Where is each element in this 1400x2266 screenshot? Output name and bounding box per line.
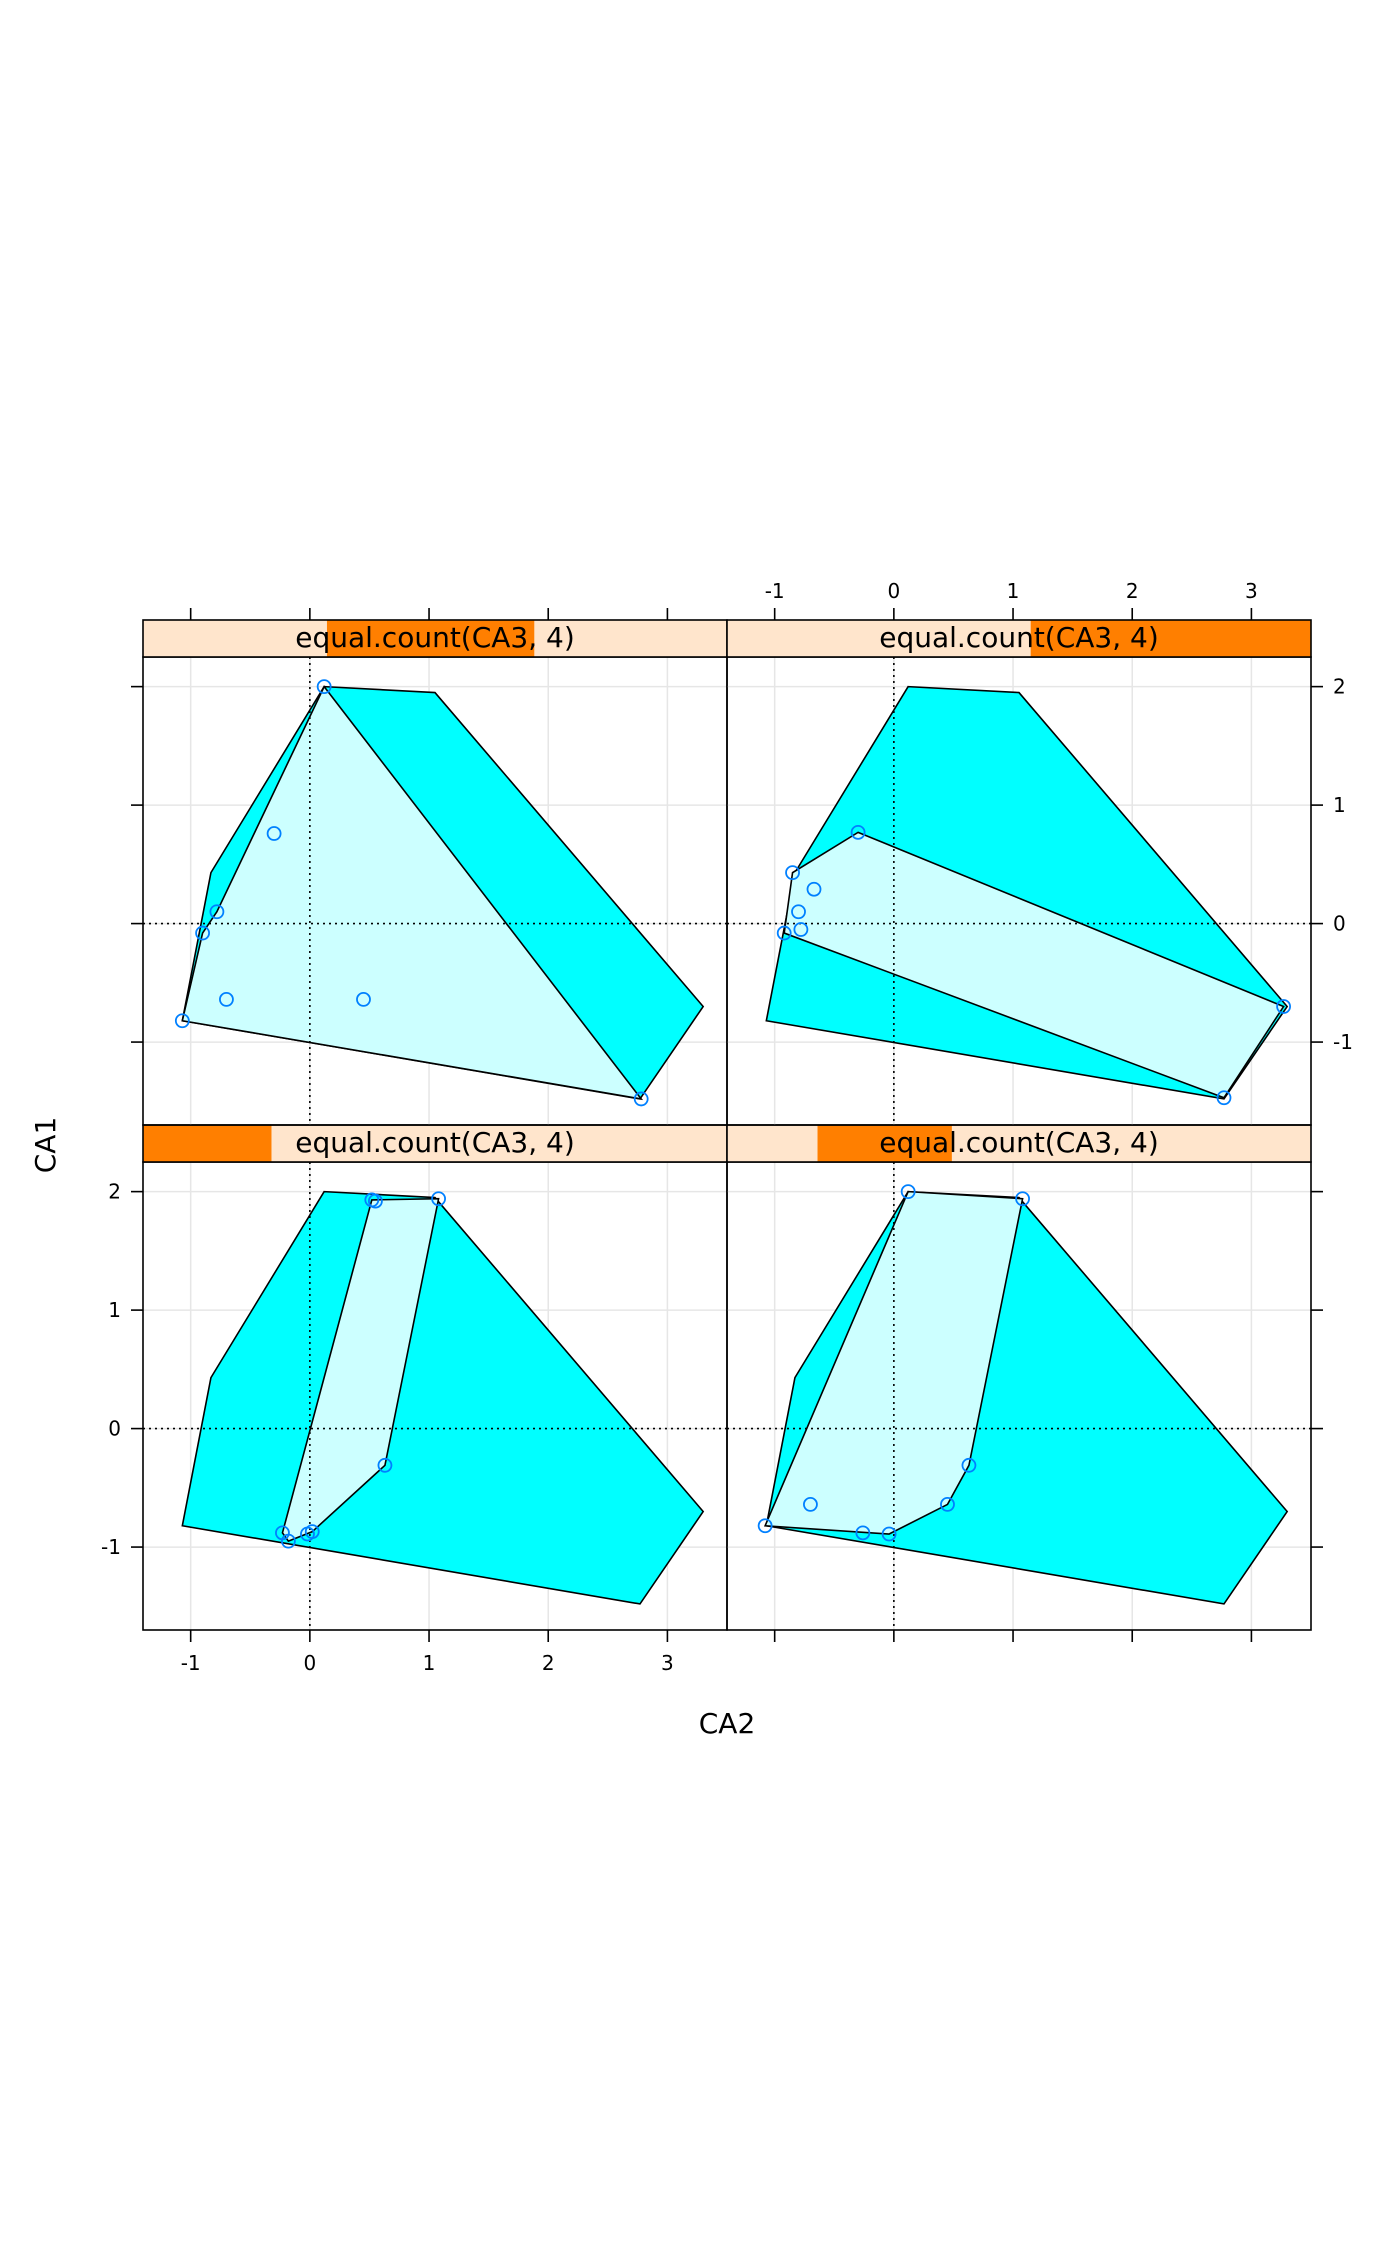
panels-layer: equal.count(CA3, 4) equal.count(CA3, 4) eq… xyxy=(142,619,1312,1631)
y-tick-label: 2 xyxy=(108,1180,121,1204)
strip-label: equal.count(CA3, 4) xyxy=(879,621,1159,654)
panel-top-left: equal.count(CA3, 4) xyxy=(142,619,728,1126)
strip-border xyxy=(726,619,1312,658)
panel-bottom-left: equal.count(CA3, 4) xyxy=(142,1124,728,1631)
strip-label: equal.count(CA3, 4) xyxy=(295,1126,575,1159)
y-tick-label: 1 xyxy=(108,1298,121,1322)
x-tick-label: -1 xyxy=(181,1651,201,1675)
strip-label: equal.count(CA3, 4) xyxy=(295,621,575,654)
strip-shingle-range xyxy=(1030,620,1311,657)
data-point xyxy=(377,1457,393,1473)
data-point xyxy=(195,925,210,941)
panel-hull xyxy=(783,831,1285,1099)
data-point xyxy=(791,904,806,920)
panel-strip: equal.count(CA3, 4) xyxy=(726,619,1312,658)
panel-strip: equal.count(CA3, 4) xyxy=(142,619,728,658)
panel-hull xyxy=(281,1197,440,1543)
data-point xyxy=(316,679,332,695)
x-tick-label: 3 xyxy=(661,1651,674,1675)
data-point xyxy=(1276,999,1291,1014)
data-point xyxy=(855,1525,871,1541)
axes-layer: -1 0 1 2 3 -1 0 1 2 3 -1 0 1 2 -1 0 1 2 xyxy=(101,579,1353,1675)
data-point xyxy=(174,1013,190,1029)
data-point xyxy=(300,1526,315,1542)
data-point xyxy=(757,1518,773,1534)
strip-shingle-range xyxy=(143,1125,272,1162)
panel-bottom-right: equal.count(CA3, 4) xyxy=(726,1124,1312,1631)
data-point xyxy=(209,904,225,920)
panel-hull xyxy=(181,685,644,1101)
outer-hull xyxy=(181,1190,705,1605)
panel-strip: equal.count(CA3, 4) xyxy=(142,1124,728,1163)
panel-plot-area xyxy=(727,657,1311,1125)
y-tick-label: 2 xyxy=(1333,675,1346,699)
data-point xyxy=(368,1193,383,1209)
x-tick-label: 0 xyxy=(887,579,900,603)
y-tick-label: 0 xyxy=(1333,912,1346,936)
panel-plot-area xyxy=(727,1162,1311,1630)
x-tick-label: 0 xyxy=(303,1651,316,1675)
panel-hull xyxy=(763,1190,1024,1535)
data-point xyxy=(1216,1090,1232,1106)
strip-label: equal.count(CA3, 4) xyxy=(879,1126,1159,1159)
x-tick-label: 2 xyxy=(1126,579,1139,603)
data-point xyxy=(793,922,809,937)
x-tick-label: 1 xyxy=(1007,579,1020,603)
strip-shingle-range xyxy=(326,620,535,657)
y-tick-label: -1 xyxy=(1333,1030,1353,1054)
x-tick-label: 1 xyxy=(423,1651,436,1675)
x-tick-label: 3 xyxy=(1245,579,1258,603)
data-point xyxy=(961,1457,977,1473)
data-point xyxy=(431,1191,446,1207)
data-point xyxy=(1015,1191,1030,1207)
y-tick-label: 0 xyxy=(108,1417,121,1441)
panel-plot-area xyxy=(143,1162,727,1630)
x-tick-label: -1 xyxy=(765,579,785,603)
y-tick-label: -1 xyxy=(101,1535,121,1559)
data-point xyxy=(806,881,822,897)
data-point xyxy=(940,1497,955,1512)
data-point xyxy=(776,925,792,941)
data-point xyxy=(900,1184,916,1200)
data-point xyxy=(281,1533,296,1549)
y-tick-label: 1 xyxy=(1333,793,1346,817)
data-point xyxy=(785,865,800,881)
panel-strip: equal.count(CA3, 4) xyxy=(726,1124,1312,1163)
x-tick-label: 2 xyxy=(542,1651,555,1675)
panel-plot-area xyxy=(143,657,727,1125)
data-point xyxy=(633,1091,649,1107)
y-axis-title: CA1 xyxy=(29,1117,62,1174)
data-point xyxy=(219,992,234,1007)
data-point xyxy=(803,1497,818,1512)
data-point xyxy=(850,824,866,840)
data-point xyxy=(881,1526,897,1542)
data-point xyxy=(356,992,371,1007)
x-axis-title: CA2 xyxy=(699,1707,756,1740)
strip-shingle-range xyxy=(817,1125,952,1162)
data-point xyxy=(266,826,282,841)
panel-top-right: equal.count(CA3, 4) xyxy=(726,619,1312,1126)
